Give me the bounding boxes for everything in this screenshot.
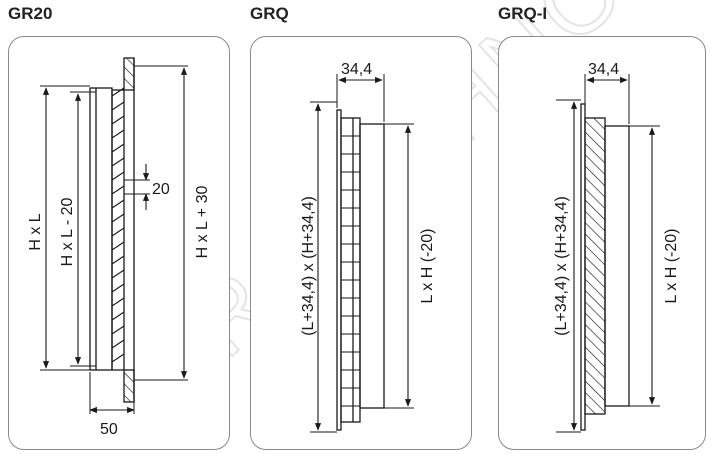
grq-grille [340,117,361,423]
grq-i-label-depth: 34,4 [588,61,619,78]
gr20-frame-top [123,57,135,91]
grq-drawing [310,74,414,433]
gr20-label-pitch: 20 [152,181,170,198]
grq-i-label-outer-size: (L+34,4) x (H+34,4) [553,196,570,336]
grq-label-outer-size: (L+34,4) x (H+34,4) [300,196,317,336]
gr20-body [89,87,113,371]
panel-title-grq: GRQ [250,4,289,23]
grq-duct [359,123,385,409]
grq-i-label-inner-size: L x H (-20) [663,229,680,304]
gr20-drawing [40,57,188,414]
grq-i-duct [604,125,630,407]
gr20-label-frame-height: H x L + 30 [194,186,211,259]
grq-label-inner-size: L x H (-20) [419,229,436,304]
grq-i-drawing [556,74,660,433]
gr20-label-depth: 50 [100,421,118,438]
panel-title-gr20: GR20 [8,4,53,23]
panel-title-grq-i: GRQ-I [498,4,548,23]
grq-label-depth: 34,4 [341,61,372,78]
gr20-blades [111,89,125,371]
gr20-frame-bottom [123,369,135,403]
panel-grq [250,36,472,450]
gr20-label-inner-height: H x L - 20 [59,198,76,267]
grq-i-grille [584,117,606,415]
gr20-label-outer-height: H x L [27,213,44,250]
